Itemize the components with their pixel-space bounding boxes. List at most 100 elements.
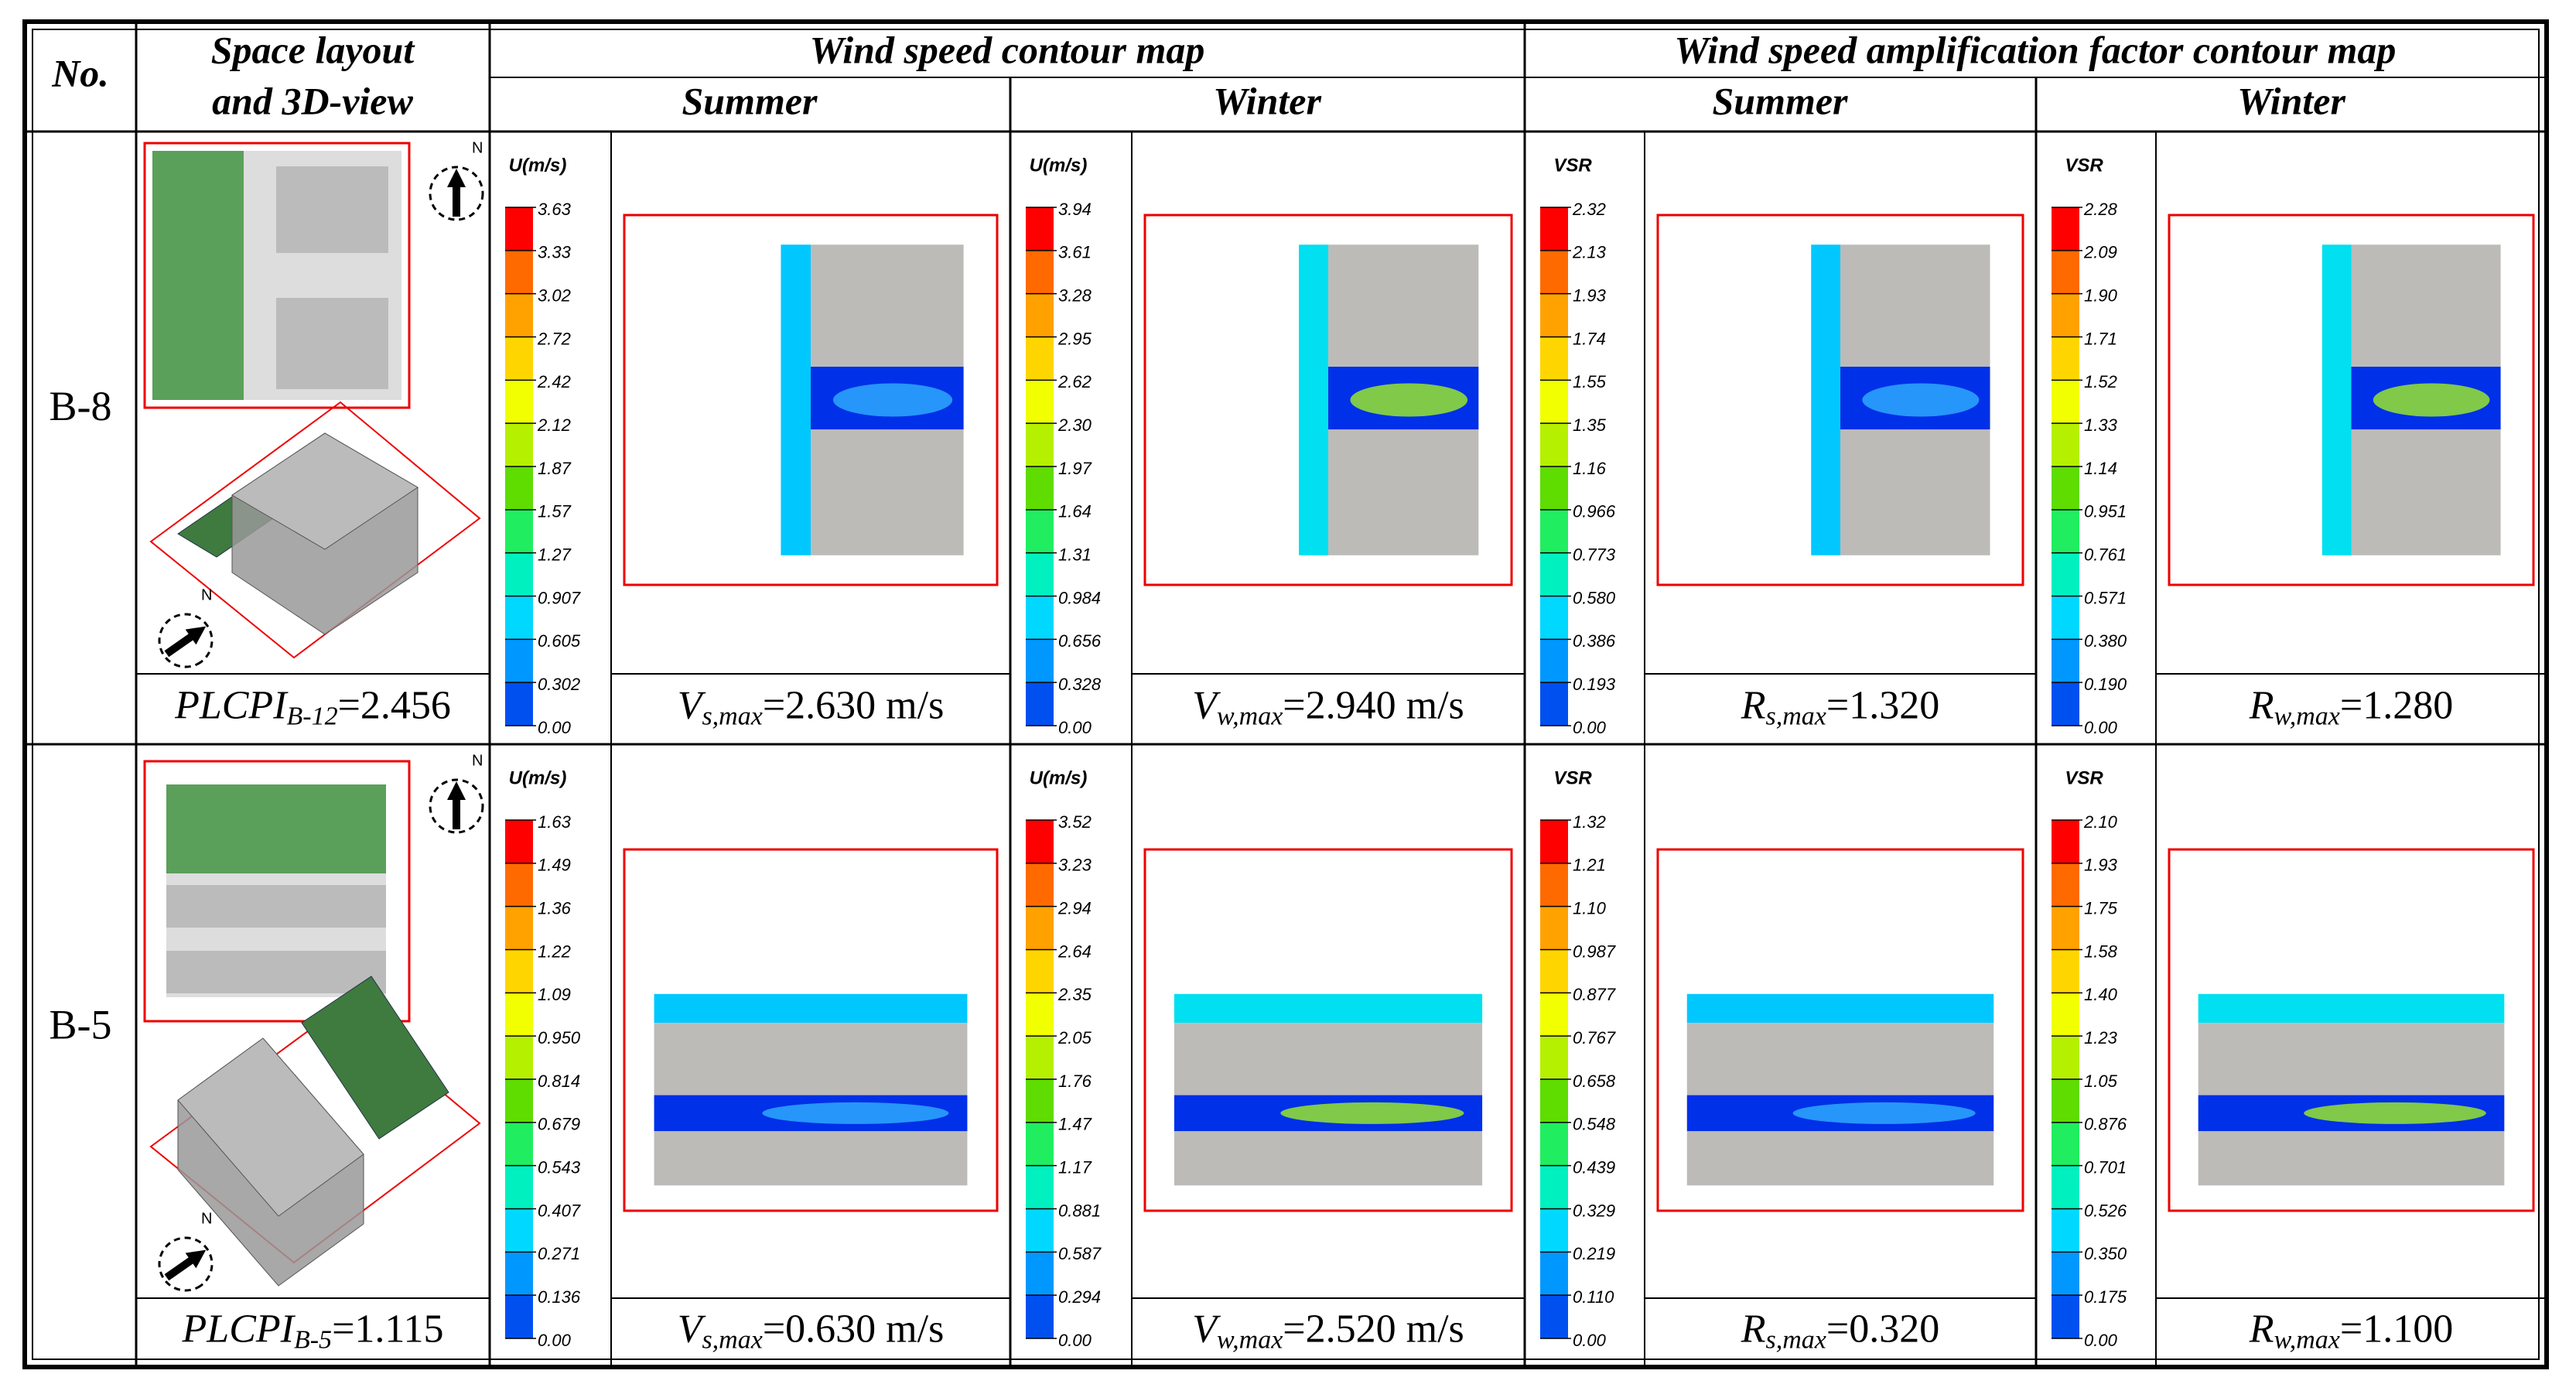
colorbar-label: 0.00 bbox=[1573, 1331, 1607, 1350]
colorbar-label: 0.951 bbox=[2084, 502, 2127, 521]
result-symbol: V bbox=[678, 683, 706, 727]
colorbar-band bbox=[1540, 467, 1568, 511]
plan-building bbox=[166, 885, 386, 928]
panel: U(m/s) 3.63 3.33 3.02 2.72 2.42 2.12 1.87 1.57 1.… bbox=[505, 155, 999, 737]
result-label: Rs,max=0.320 bbox=[1741, 1307, 1939, 1354]
colorbar-label: 0.380 bbox=[2084, 631, 2127, 651]
row-id: B-5 bbox=[50, 1001, 112, 1048]
colorbar-band bbox=[1026, 207, 1054, 251]
colorbar-label: 3.02 bbox=[538, 285, 571, 305]
colorbar-label: 2.64 bbox=[1057, 942, 1092, 961]
colorbar-label: 3.33 bbox=[538, 243, 572, 262]
colorbar-label: 0.966 bbox=[1573, 502, 1616, 521]
colorbar-band bbox=[2052, 1295, 2079, 1339]
colorbar-band bbox=[2052, 1165, 2079, 1209]
colorbar-label: 0.987 bbox=[1573, 942, 1616, 961]
block-top bbox=[177, 1037, 364, 1217]
legend-title: U(m/s) bbox=[509, 767, 567, 788]
colorbar-label: 2.30 bbox=[1057, 415, 1092, 435]
colorbar-band bbox=[505, 1079, 533, 1123]
building bbox=[1174, 1131, 1483, 1186]
colorbar-label: 1.55 bbox=[1573, 372, 1607, 391]
result-label: Rw,max=1.280 bbox=[2249, 683, 2453, 730]
colorbar-label: 1.10 bbox=[1573, 898, 1607, 918]
result-symbol: V bbox=[678, 1307, 706, 1351]
colorbar-band bbox=[1026, 552, 1054, 596]
result-text: =0.630 m/s bbox=[763, 1307, 944, 1351]
colorbar-band bbox=[1540, 293, 1568, 337]
colorbar-label: 1.97 bbox=[1058, 459, 1092, 478]
colorbar-band bbox=[1540, 380, 1568, 424]
colorbar-label: 1.14 bbox=[2084, 459, 2117, 478]
colorbar-band bbox=[505, 863, 533, 907]
block-top bbox=[231, 432, 419, 550]
data-row: B-5PLCPIB-5=1.115NNU(m/s)1.631.491.361.2… bbox=[50, 752, 2535, 1354]
colorbar-band bbox=[1026, 467, 1054, 511]
compass-arrow bbox=[164, 626, 207, 658]
colorbar-label: 0.00 bbox=[2084, 1331, 2118, 1350]
colorbar-band bbox=[1540, 1036, 1568, 1080]
colorbar-band bbox=[1026, 863, 1054, 907]
colorbar-band bbox=[1540, 423, 1568, 467]
building bbox=[654, 1023, 968, 1095]
colorbar-label: 0.701 bbox=[2084, 1157, 2127, 1177]
colorbar-label: 2.13 bbox=[1572, 243, 1607, 262]
colorbar-band bbox=[1026, 509, 1054, 554]
result-text: =2.456 bbox=[338, 683, 451, 727]
result-symbol: R bbox=[2249, 1307, 2274, 1351]
colorbar-label: 0.877 bbox=[1573, 985, 1616, 1004]
colorbar-band bbox=[505, 1036, 533, 1080]
compass-ring bbox=[158, 1236, 214, 1292]
colorbar-label: 0.407 bbox=[538, 1201, 581, 1220]
building bbox=[811, 429, 964, 555]
colorbar-band bbox=[1540, 820, 1568, 864]
colorbar-band bbox=[2052, 949, 2079, 993]
colorbar-label: 0.302 bbox=[538, 675, 580, 694]
colorbar-label: 3.61 bbox=[1058, 243, 1092, 262]
colorbar-band bbox=[1026, 1036, 1054, 1080]
colorbar-label: 1.87 bbox=[538, 459, 572, 478]
result-label: Rw,max=1.100 bbox=[2249, 1307, 2453, 1354]
colorbar-label: 0.658 bbox=[1573, 1071, 1616, 1091]
colorbar-band bbox=[2052, 552, 2079, 596]
colorbar-label: 1.22 bbox=[538, 942, 571, 961]
result-symbol: PLCPI bbox=[182, 1307, 296, 1351]
colorbar-band bbox=[2052, 207, 2079, 251]
compass-ring bbox=[158, 613, 214, 668]
plan-view bbox=[143, 760, 411, 1023]
colorbar-label: 1.31 bbox=[1058, 545, 1092, 564]
building bbox=[1686, 1023, 1994, 1095]
result-text: =2.630 m/s bbox=[763, 683, 944, 727]
colorbar-label: 1.17 bbox=[1058, 1157, 1092, 1177]
compass bbox=[429, 166, 484, 221]
colorbar-label: 3.94 bbox=[1058, 200, 1092, 219]
colorbar-band bbox=[1540, 552, 1568, 596]
header-no: No. bbox=[51, 51, 109, 94]
result-text: =1.115 bbox=[332, 1307, 443, 1351]
compass bbox=[158, 1236, 214, 1292]
building bbox=[654, 1131, 968, 1186]
colorbar-band bbox=[1026, 380, 1054, 424]
colorbar-band bbox=[505, 993, 533, 1037]
flow-strip bbox=[2321, 244, 2352, 555]
colorbar-band bbox=[2052, 380, 2079, 424]
colorbar-label: 0.00 bbox=[1058, 718, 1092, 737]
colorbar-label: 3.52 bbox=[1058, 812, 1092, 832]
colorbar-label: 2.95 bbox=[1057, 329, 1092, 348]
colorbar-band bbox=[1026, 1208, 1054, 1253]
result-subscript: B-12 bbox=[287, 702, 338, 730]
result-subscript: s,max bbox=[1766, 702, 1826, 730]
header-amplification: Wind speed amplification factor contour … bbox=[1675, 28, 2397, 71]
colorbar-label: 0.761 bbox=[2084, 545, 2127, 564]
legend-title: U(m/s) bbox=[509, 155, 567, 176]
colorbar-label: 1.21 bbox=[1573, 856, 1606, 875]
colorbar-label: 2.10 bbox=[2083, 812, 2118, 832]
colorbar-band bbox=[505, 820, 533, 864]
colorbar-band bbox=[505, 1295, 533, 1339]
header-wind-speed: Wind speed contour map bbox=[810, 28, 1205, 71]
colorbar-label: 1.47 bbox=[1058, 1115, 1092, 1134]
result-subscript: s,max bbox=[702, 1325, 762, 1354]
flow-core bbox=[1350, 383, 1468, 417]
colorbar-label: 0.00 bbox=[538, 718, 572, 737]
legend-title: U(m/s) bbox=[1030, 155, 1088, 176]
